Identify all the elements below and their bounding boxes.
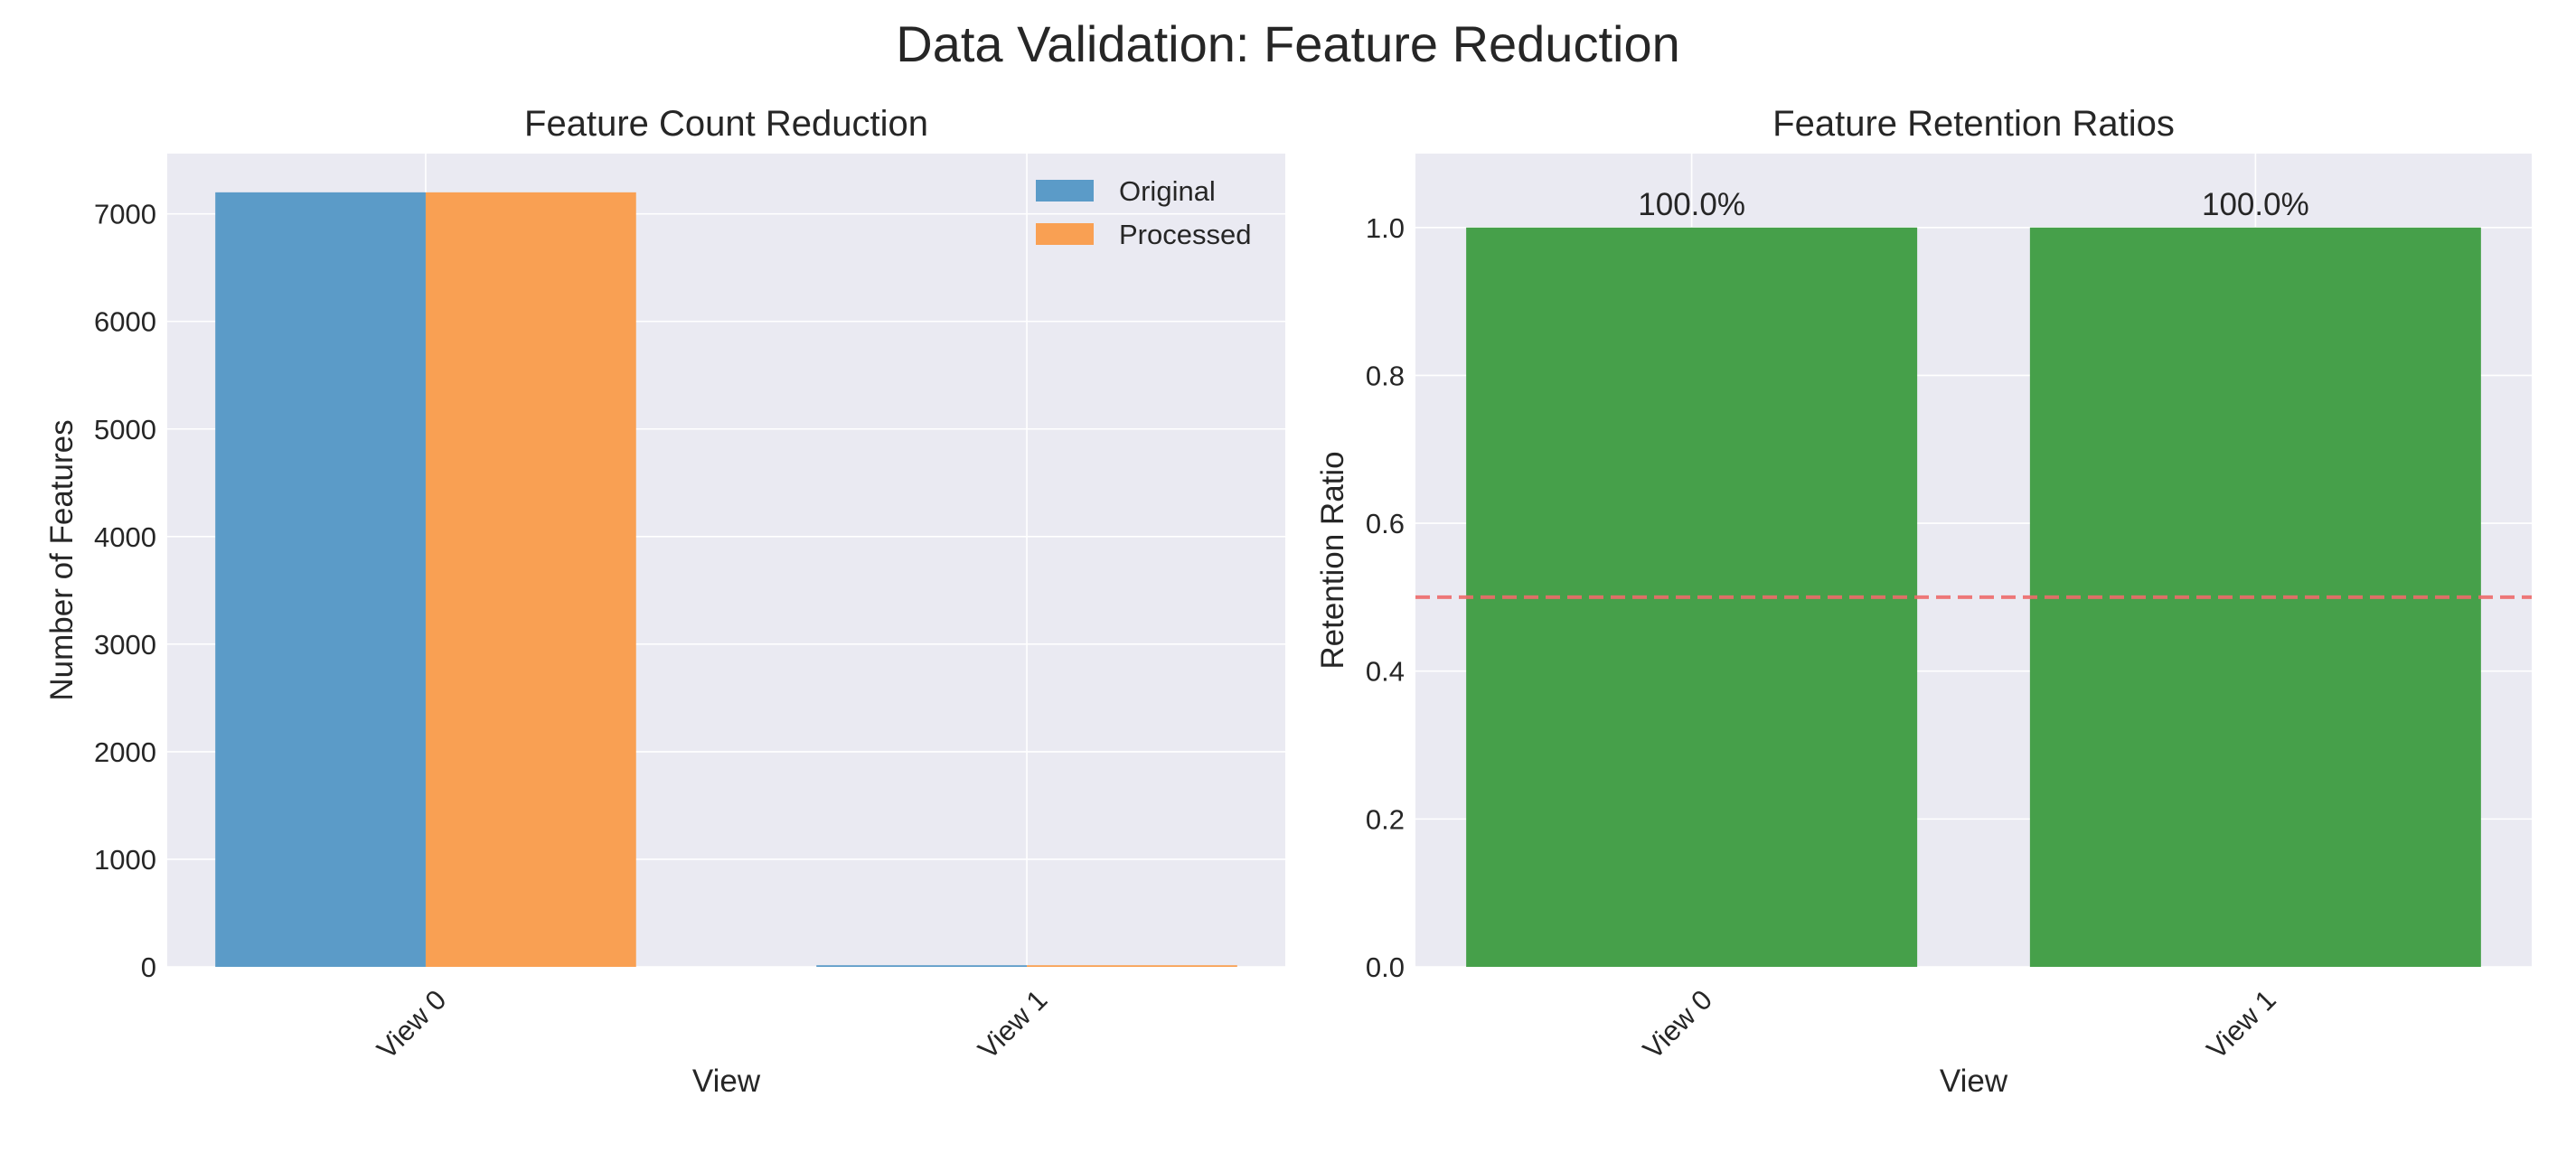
x-tick-label: View 1 [2201, 984, 2282, 1065]
bar-original-0 [215, 192, 426, 967]
figure-title: Data Validation: Feature Reduction [896, 15, 1679, 72]
data-label: 100.0% [2202, 187, 2309, 222]
y-axis-label: Number of Features [44, 419, 80, 700]
y-tick-label: 0.0 [1366, 951, 1405, 983]
y-tick-label: 0 [141, 951, 156, 983]
y-tick-label: 6000 [94, 306, 156, 338]
x-tick-label: View 1 [972, 984, 1053, 1065]
chart-title: Feature Retention Ratios [1772, 104, 2175, 144]
legend: Original Processed [1036, 175, 1251, 250]
y-tick-label: 1.0 [1366, 212, 1405, 244]
x-tick-labels: View 0 View 1 [1637, 984, 2282, 1065]
x-axis-label: View [1940, 1064, 2008, 1099]
y-tick-label: 1000 [94, 844, 156, 876]
y-tick-label: 0.6 [1366, 508, 1405, 539]
legend-label-processed: Processed [1119, 219, 1251, 250]
bar-processed-0 [425, 192, 636, 967]
x-axis-label: View [692, 1064, 761, 1099]
x-tick-labels: View 0 View 1 [371, 984, 1053, 1065]
data-labels: 100.0% 100.0% [1638, 187, 2308, 222]
data-label: 100.0% [1638, 187, 1745, 222]
legend-swatch-processed [1036, 223, 1094, 245]
chart-title: Feature Count Reduction [524, 104, 928, 144]
legend-label-original: Original [1119, 175, 1216, 207]
y-tick-label: 0.8 [1366, 360, 1405, 391]
y-tick-label: 0.4 [1366, 656, 1405, 688]
y-tick-label: 7000 [94, 199, 156, 230]
y-tick-labels: 0.0 0.2 0.4 0.6 0.8 1.0 [1366, 212, 1405, 983]
bar-original-1 [816, 965, 1028, 967]
chart-retention-ratio: 100.0% 100.0% 0.00.20.40.60.81.0 View 0 Vi… [1315, 104, 2532, 1099]
y-tick-label: 3000 [94, 629, 156, 661]
y-tick-label: 0.2 [1366, 803, 1405, 835]
y-axis-label: Retention Ratio [1315, 451, 1350, 669]
bar-processed-1 [1027, 965, 1237, 967]
y-tick-labels: 0 1000 2000 3000 4000 5000 6000 7000 [94, 199, 156, 983]
bars [215, 192, 1237, 967]
x-tick-label: View 0 [371, 984, 452, 1065]
legend-swatch-original [1036, 180, 1094, 202]
x-tick-label: View 0 [1637, 984, 1718, 1065]
y-tick-label: 4000 [94, 521, 156, 553]
y-tick-label: 5000 [94, 414, 156, 445]
y-tick-label: 2000 [94, 736, 156, 768]
